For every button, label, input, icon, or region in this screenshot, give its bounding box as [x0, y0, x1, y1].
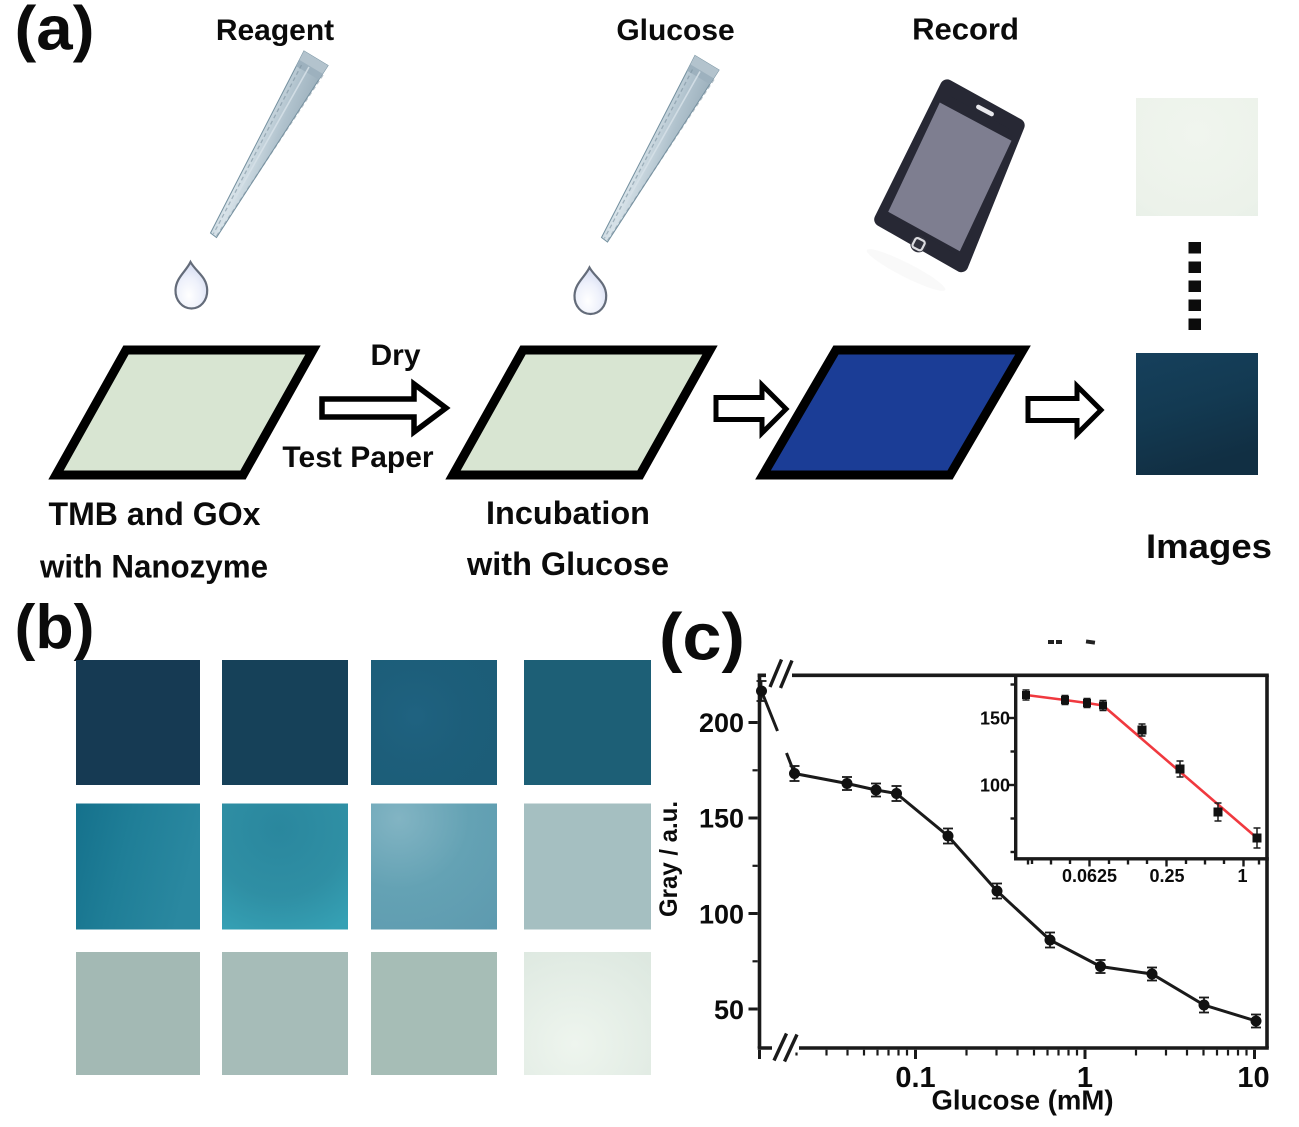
svg-text:Reagent: Reagent	[216, 14, 334, 47]
svg-text:Test Paper: Test Paper	[282, 441, 433, 474]
svg-text:Record: Record	[912, 12, 1019, 47]
svg-text:with Glucose: with Glucose	[466, 546, 669, 582]
svg-text:(b): (b)	[15, 593, 95, 662]
svg-text:(c): (c)	[659, 600, 745, 674]
svg-text:0.25: 0.25	[1149, 866, 1184, 886]
svg-text:Images: Images	[1146, 528, 1272, 566]
svg-text:150: 150	[699, 804, 744, 834]
svg-text:100: 100	[699, 900, 744, 930]
svg-text:TMB and GOx: TMB and GOx	[49, 496, 261, 532]
svg-text:100: 100	[980, 776, 1010, 796]
svg-text:150: 150	[980, 709, 1010, 729]
svg-text:Dry: Dry	[370, 339, 420, 372]
svg-text:0.0625: 0.0625	[1062, 866, 1117, 886]
svg-text:with Nanozyme: with Nanozyme	[39, 549, 268, 585]
svg-text:200: 200	[699, 708, 744, 738]
svg-text:10: 10	[1237, 1062, 1269, 1094]
svg-text:1: 1	[1077, 1062, 1093, 1094]
svg-text:1: 1	[1237, 866, 1247, 886]
svg-text:(a): (a)	[15, 0, 95, 64]
svg-text:Gray / a.u.: Gray / a.u.	[655, 801, 683, 917]
svg-text:50: 50	[714, 995, 744, 1025]
svg-text:Glucose: Glucose	[616, 14, 734, 47]
svg-text:Glucose (mM): Glucose (mM)	[932, 1085, 1114, 1116]
svg-text:0.1: 0.1	[895, 1062, 935, 1094]
svg-text:Incubation: Incubation	[486, 495, 650, 531]
